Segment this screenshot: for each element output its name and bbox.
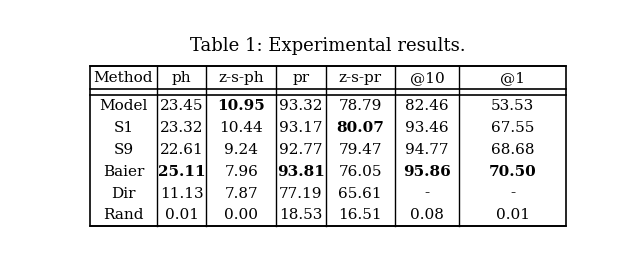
Text: Dir: Dir [111, 187, 136, 200]
Text: 65.61: 65.61 [339, 187, 382, 200]
Text: z-s-ph: z-s-ph [218, 71, 264, 85]
Text: ph: ph [172, 71, 191, 85]
Text: 0.08: 0.08 [410, 209, 444, 223]
Text: 67.55: 67.55 [491, 121, 534, 135]
Text: 76.05: 76.05 [339, 165, 382, 179]
Text: 0.01: 0.01 [496, 209, 530, 223]
Text: 9.24: 9.24 [224, 143, 258, 157]
Text: 93.32: 93.32 [279, 99, 323, 113]
Text: @10: @10 [410, 71, 445, 85]
Text: 94.77: 94.77 [406, 143, 449, 157]
Text: 18.53: 18.53 [279, 209, 323, 223]
Text: 82.46: 82.46 [405, 99, 449, 113]
Text: -: - [510, 187, 515, 200]
Text: Model: Model [99, 99, 148, 113]
Text: 25.11: 25.11 [158, 165, 205, 179]
Text: @1: @1 [500, 71, 525, 85]
Text: Table 1: Experimental results.: Table 1: Experimental results. [190, 37, 466, 55]
Text: 77.19: 77.19 [279, 187, 323, 200]
Text: 7.87: 7.87 [225, 187, 258, 200]
Text: S9: S9 [113, 143, 134, 157]
Text: 78.79: 78.79 [339, 99, 382, 113]
Text: 93.17: 93.17 [279, 121, 323, 135]
Text: 16.51: 16.51 [339, 209, 382, 223]
Text: 23.32: 23.32 [160, 121, 204, 135]
Text: 10.44: 10.44 [220, 121, 263, 135]
Text: 79.47: 79.47 [339, 143, 382, 157]
Text: 53.53: 53.53 [491, 99, 534, 113]
Text: 0.00: 0.00 [224, 209, 258, 223]
Text: 93.81: 93.81 [276, 165, 324, 179]
Text: 23.45: 23.45 [160, 99, 204, 113]
Text: -: - [424, 187, 430, 200]
Text: 10.95: 10.95 [218, 99, 265, 113]
Text: 80.07: 80.07 [336, 121, 384, 135]
Text: z-s-pr: z-s-pr [339, 71, 382, 85]
Text: 22.61: 22.61 [160, 143, 204, 157]
Text: Baier: Baier [102, 165, 144, 179]
Text: 7.96: 7.96 [224, 165, 258, 179]
Text: 0.01: 0.01 [164, 209, 198, 223]
Text: 70.50: 70.50 [489, 165, 536, 179]
Text: 92.77: 92.77 [279, 143, 323, 157]
Text: 68.68: 68.68 [491, 143, 534, 157]
Text: pr: pr [292, 71, 309, 85]
Text: 95.86: 95.86 [403, 165, 451, 179]
Text: S1: S1 [113, 121, 134, 135]
Text: 93.46: 93.46 [405, 121, 449, 135]
Text: Method: Method [93, 71, 153, 85]
Text: 11.13: 11.13 [160, 187, 204, 200]
Text: Rand: Rand [103, 209, 143, 223]
